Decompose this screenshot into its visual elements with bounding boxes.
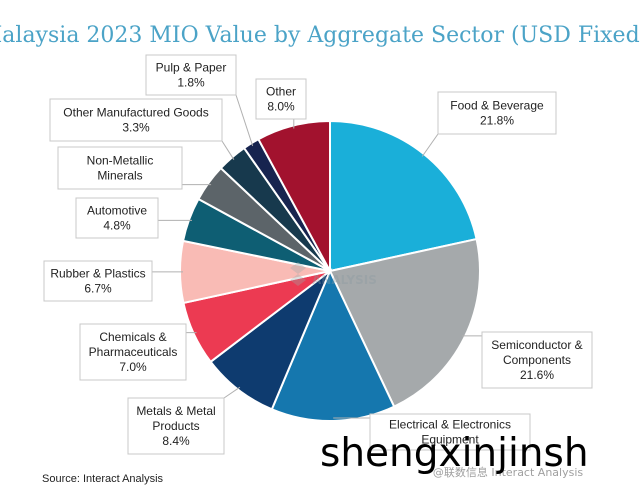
callout-box — [49, 98, 223, 142]
slice-category-label: Pharmaceuticals — [89, 345, 178, 359]
pie-slice — [328, 237, 481, 408]
watermark-overlay-text: shengxinjinsh — [320, 431, 589, 476]
callout-box — [481, 331, 593, 389]
slice-category-label: Semiconductor & — [491, 338, 582, 352]
slice-category-label: Food & Beverage — [450, 99, 544, 113]
slice-category-label: Rubber & Plastics — [50, 267, 145, 281]
slice-category-label: Minerals — [97, 169, 142, 183]
slice-category-label: Components — [503, 353, 571, 367]
pie-slices — [179, 119, 481, 422]
leader-line — [235, 94, 254, 147]
watermark-logo-icon — [290, 274, 306, 286]
callout-box — [43, 260, 153, 302]
slice-value-label: 21.8% — [480, 114, 514, 128]
watermark-logo-text: ANALYSIS — [312, 273, 377, 287]
slice-category-label: Automotive — [87, 204, 147, 218]
callout-box — [79, 323, 187, 381]
slice-value-label: 6.7% — [84, 282, 112, 296]
callout-box — [145, 54, 237, 96]
leader-line — [421, 133, 439, 157]
slice-value-label: 8.4% — [162, 434, 190, 448]
callout-box — [255, 78, 307, 120]
slice-value-label: 1.8% — [177, 76, 205, 90]
slice-category-label: Other Manufactured Goods — [63, 106, 208, 120]
pie-slice — [257, 119, 331, 272]
slice-category-label: Non-Metallic — [87, 154, 154, 168]
pie-slice — [270, 268, 396, 422]
slice-category-label: Metals & Metal — [136, 404, 215, 418]
watermark-logo: ANALYSIS — [290, 262, 377, 287]
slice-category-label: Equipment — [421, 433, 479, 447]
leader-line — [221, 140, 235, 160]
slice-category-label: Other — [266, 85, 296, 99]
watermark-logo-icon — [290, 262, 306, 274]
slice-category-label: Pulp & Paper — [156, 61, 227, 75]
slice-category-label: Chemicals & — [99, 330, 166, 344]
bottom-credit: @联数信息 Interact Analysis — [433, 465, 584, 479]
callout-box — [57, 146, 183, 190]
callout-box — [369, 413, 531, 451]
chart-title: Malaysia 2023 MIO Value by Aggregate Sec… — [0, 23, 640, 48]
slice-value-label: 4.8% — [103, 219, 131, 233]
slice-value-label: 7.0% — [119, 360, 147, 374]
callout-box — [127, 397, 225, 455]
callout-box — [75, 197, 159, 239]
source-note: Source: Interact Analysis — [42, 473, 164, 485]
slice-value-label: 8.0% — [267, 100, 295, 114]
slice-category-label: Products — [152, 419, 199, 433]
slice-value-label: 21.6% — [520, 368, 554, 382]
slice-category-label: Electrical & Electronics — [389, 418, 511, 432]
leader-line — [223, 386, 241, 399]
callout-box — [437, 91, 557, 135]
slice-value-label: 3.3% — [122, 121, 150, 135]
